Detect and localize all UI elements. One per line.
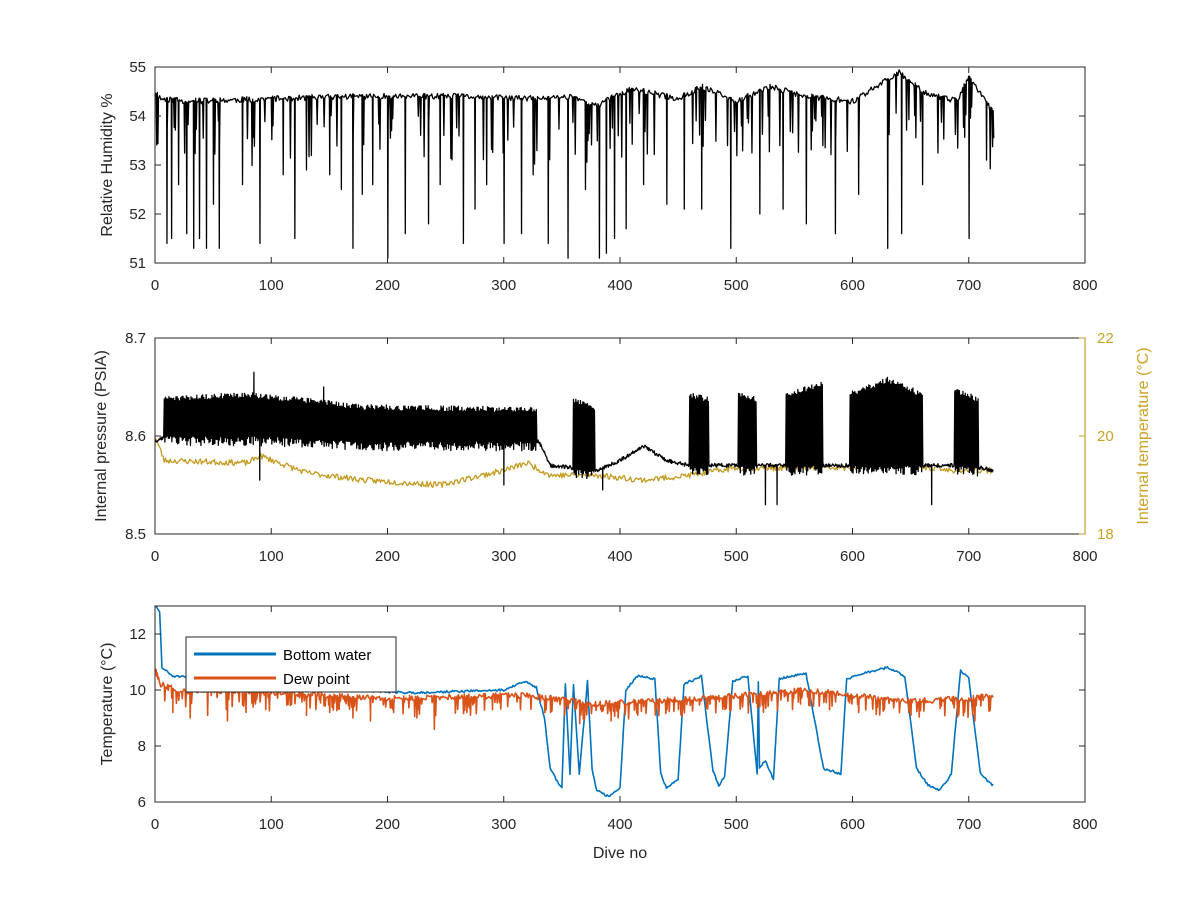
x-tick-label: 600 bbox=[840, 816, 865, 833]
x-tick-label: 700 bbox=[956, 277, 981, 294]
x-tick-label: 600 bbox=[840, 548, 865, 565]
internal-temperature-y-axis-label: Internal temperature (°C) bbox=[1135, 347, 1152, 524]
x-tick-label: 200 bbox=[375, 548, 400, 565]
pressure-ticks: 0 100 200 300 400 500 600 700 800 8.5 8.6 8.7 18 20 22 bbox=[125, 330, 1114, 565]
humidity-plot-area bbox=[155, 69, 995, 259]
x-tick-label: 400 bbox=[607, 548, 632, 565]
x-axis-label: Dive no bbox=[593, 845, 647, 862]
x-tick-label: 800 bbox=[1072, 816, 1097, 833]
x-tick-label: 500 bbox=[724, 548, 749, 565]
x-tick-label: 500 bbox=[724, 816, 749, 833]
x-tick-label: 0 bbox=[151, 548, 159, 565]
temperature-ticks: 0 100 200 300 400 500 600 700 800 6 8 10 12 bbox=[129, 606, 1098, 833]
x-tick-label: 800 bbox=[1072, 277, 1097, 294]
legend-label-bottom-water: Bottom water bbox=[283, 647, 371, 664]
y-tick-label: 6 bbox=[138, 794, 146, 811]
humidity-panel: 0 100 200 300 400 500 600 700 800 51 52 53 54 55 Rela… bbox=[99, 59, 1098, 294]
right-y-tick-label: 22 bbox=[1097, 330, 1114, 347]
x-tick-label: 100 bbox=[259, 277, 284, 294]
humidity-y-axis-label: Relative Humidity % bbox=[99, 93, 116, 236]
y-tick-label: 10 bbox=[129, 682, 146, 699]
x-tick-label: 0 bbox=[151, 277, 159, 294]
y-tick-label: 8.5 bbox=[125, 526, 146, 543]
right-y-tick-label: 18 bbox=[1097, 526, 1114, 543]
x-tick-label: 300 bbox=[491, 816, 516, 833]
x-tick-label: 200 bbox=[375, 277, 400, 294]
y-tick-label: 55 bbox=[129, 59, 146, 76]
x-tick-label: 800 bbox=[1072, 548, 1097, 565]
y-tick-label: 8.6 bbox=[125, 428, 146, 445]
x-tick-label: 200 bbox=[375, 816, 400, 833]
x-tick-label: 700 bbox=[956, 816, 981, 833]
pressure-1-line bbox=[155, 371, 994, 506]
pressure-plot-area bbox=[155, 371, 994, 506]
x-tick-label: 300 bbox=[491, 277, 516, 294]
x-tick-label: 500 bbox=[724, 277, 749, 294]
temperature-panel: 0 100 200 300 400 500 600 700 800 6 8 10 12 Temperat… bbox=[99, 605, 1098, 862]
y-tick-label: 53 bbox=[129, 157, 146, 174]
y-tick-label: 12 bbox=[129, 626, 146, 643]
x-tick-label: 400 bbox=[607, 816, 632, 833]
y-tick-label: 51 bbox=[129, 255, 146, 272]
x-tick-label: 600 bbox=[840, 277, 865, 294]
x-tick-label: 300 bbox=[491, 548, 516, 565]
y-tick-label: 8.7 bbox=[125, 330, 146, 347]
legend-box bbox=[185, 636, 397, 693]
y-tick-label: 54 bbox=[129, 108, 146, 125]
humidity-0-line bbox=[155, 69, 995, 259]
x-tick-label: 100 bbox=[259, 816, 284, 833]
pressure-y-axis-label: Internal pressure (PSIA) bbox=[93, 350, 110, 522]
dew-point-line bbox=[155, 668, 994, 730]
legend-label-dew-point: Dew point bbox=[283, 671, 351, 688]
x-tick-label: 400 bbox=[607, 277, 632, 294]
legend: Bottom water Dew point bbox=[185, 636, 397, 693]
y-tick-label: 52 bbox=[129, 206, 146, 223]
right-y-tick-label: 20 bbox=[1097, 428, 1114, 445]
humidity-ticks: 0 100 200 300 400 500 600 700 800 51 52 53 54 55 bbox=[129, 59, 1097, 294]
x-tick-label: 700 bbox=[956, 548, 981, 565]
y-tick-label: 8 bbox=[138, 738, 146, 755]
x-tick-label: 0 bbox=[151, 816, 159, 833]
pressure-panel: 0 100 200 300 400 500 600 700 800 8.5 8.6 8.7 18 20 22… bbox=[93, 330, 1152, 565]
x-tick-label: 100 bbox=[259, 548, 284, 565]
temperature-y-axis-label: Temperature (°C) bbox=[99, 643, 116, 766]
